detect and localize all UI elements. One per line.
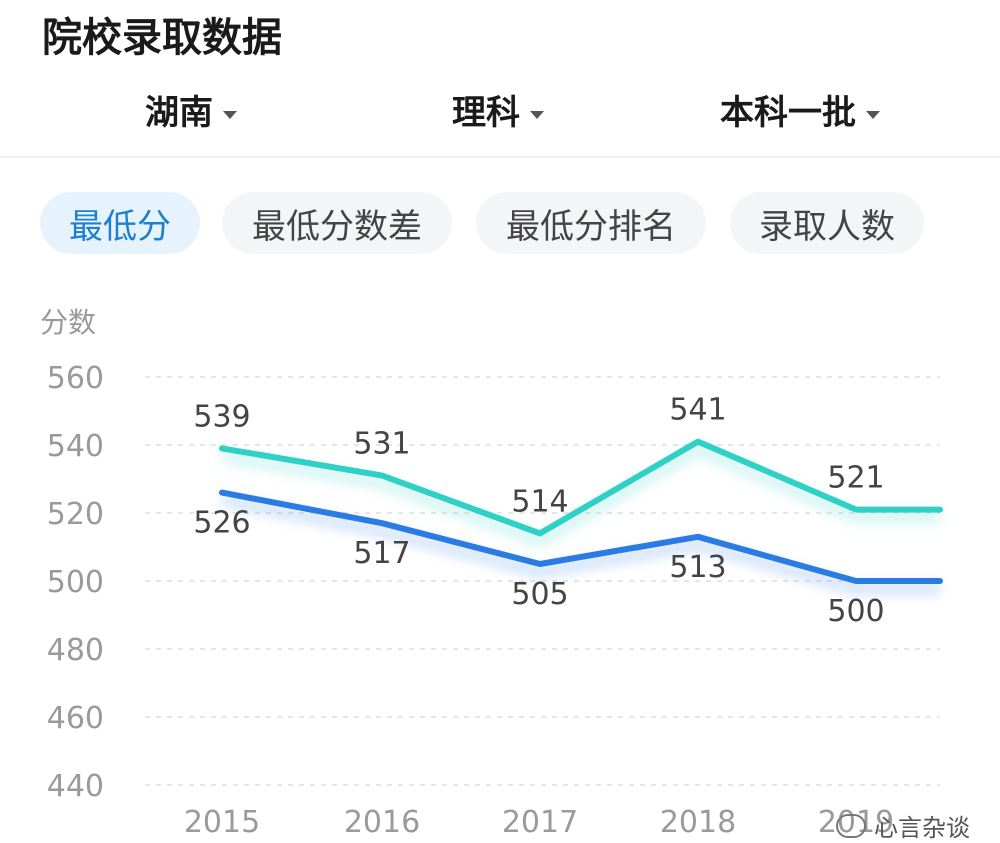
y-tick-label: 440 [47,769,104,804]
tab-min-score-diff[interactable]: 最低分数差 [222,192,452,254]
batch-filter[interactable]: 本科一批 [720,90,880,136]
watermark: 心言杂谈 [836,808,970,843]
subject-filter-label: 理科 [452,93,520,133]
province-filter-label: 湖南 [145,93,213,133]
subject-filter[interactable]: 理科 [452,90,544,136]
caret-down-icon [223,111,237,119]
page-title: 院校录取数据 [42,15,282,61]
x-tick-label: 2018 [660,805,736,835]
data-label: 517 [353,536,410,571]
data-label: 531 [353,427,410,462]
series-1-glow [221,495,940,594]
batch-filter-label: 本科一批 [720,93,856,133]
wechat-icon [836,813,866,838]
caret-down-icon [866,111,880,119]
series-0-glow [221,444,940,547]
tab-admission-count[interactable]: 录取人数 [730,192,924,254]
tab-min-score-rank[interactable]: 最低分排名 [476,192,706,254]
y-tick-label: 540 [47,429,104,464]
caret-down-icon [530,111,544,119]
tab-admission-count-label: 录取人数 [759,206,895,247]
y-tick-label: 480 [47,633,104,668]
score-chart: 分数 560 540 520 500 480 460 440 2015 2016 2017 2018 2… [0,280,1000,840]
data-label: 539 [193,399,250,434]
x-tick-label: 2016 [344,805,420,835]
data-label: 521 [827,461,884,496]
watermark-text: 心言杂谈 [874,814,970,842]
province-filter[interactable]: 湖南 [145,90,237,136]
data-label: 514 [511,484,568,519]
data-label: 541 [669,393,726,428]
y-tick-label: 460 [47,701,104,736]
data-label: 500 [827,594,884,629]
x-tick-label: 2015 [184,805,260,835]
tab-min-score-rank-label: 最低分排名 [506,206,676,247]
filter-bar: 湖南 理科 本科一批 [0,84,1000,158]
series-0-line [219,438,943,537]
y-axis-label: 分数 [40,306,96,339]
data-label: 526 [193,506,250,541]
series-1-line [219,489,943,584]
tab-min-score-label: 最低分 [69,206,171,247]
y-tick-label: 560 [47,361,104,396]
tab-min-score[interactable]: 最低分 [40,192,200,254]
data-label: 513 [669,550,726,585]
y-tick-label: 500 [47,565,104,600]
data-label: 505 [511,577,568,612]
metric-tabs: 最低分 最低分数差 最低分排名 录取人数 [0,192,1000,258]
y-tick-label: 520 [47,497,104,532]
x-tick-label: 2017 [502,805,578,835]
tab-min-score-diff-label: 最低分数差 [252,206,422,247]
